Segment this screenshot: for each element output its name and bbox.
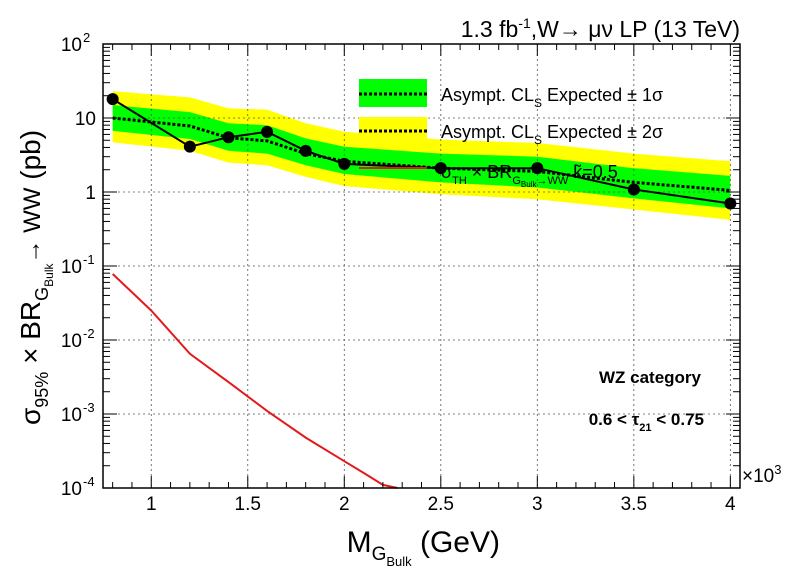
legend-2sigma-sub: S (534, 133, 542, 147)
y-label-sigma-sub: 95% (32, 372, 52, 408)
legend-theory-tail: k̃=0.5 (568, 162, 618, 182)
legend-theory-mid: × BR (467, 162, 513, 182)
x-tick-label: 1 (146, 494, 157, 515)
legend-theory-sub2: G (512, 175, 521, 187)
x-multiplier-base: ×10 (742, 466, 774, 487)
y-label-tail: → WW (19, 187, 46, 263)
observed-point (627, 183, 640, 196)
legend-2sigma-pre: Asympt. CL (441, 122, 534, 142)
category-annotation: WZ category (599, 368, 702, 387)
y-label-times-br: × BR (15, 301, 46, 372)
x-label-subsub: Bulk (386, 554, 412, 569)
x-tick-label: 1.5 (235, 494, 261, 515)
y-tick-label: 10 (61, 257, 82, 278)
y-tick-label: 10 (61, 405, 82, 426)
y-tick-label: 10 (61, 479, 82, 500)
y-label-sigma: σ (15, 408, 46, 425)
y-tick-exponent: -2 (83, 326, 95, 341)
y-label-br-subsub: Bulk (42, 263, 56, 287)
y-tick-exponent: -3 (83, 400, 95, 415)
x-tick-label: 3 (532, 494, 543, 515)
legend-entry-theory: σTH × BRGBulk→WW k̃=0.5 (441, 162, 618, 189)
observed-point (261, 125, 274, 138)
legend-1sigma-sub: S (534, 96, 542, 110)
observed-point (434, 162, 447, 175)
title-process: ,W→ μν LP (13 TeV) (531, 16, 740, 42)
legend-theory-sub1: TH (452, 175, 467, 187)
x-axis-label: MGBulk (GeV) (347, 526, 500, 569)
y-tick-label: 10 (61, 35, 82, 56)
legend-theory-subsub2: Bulk (521, 180, 538, 189)
x-tick-label: 2.5 (428, 494, 454, 515)
cut-post: < 0.75 (652, 410, 704, 429)
cut-sub: 21 (639, 422, 651, 434)
observed-limit-line (112, 98, 731, 205)
legend-entry-2sigma: Asympt. CLS Expected ± 2σ (441, 122, 663, 147)
x-tick-label: 4 (725, 494, 736, 515)
observed-point (724, 197, 737, 210)
legend-2sigma-post: Expected ± 2σ (542, 122, 663, 142)
y-axis-label: σ95% × BRGBulk→ WW (pb) (15, 130, 56, 425)
observed-point (183, 140, 196, 153)
observed-point (299, 144, 312, 157)
theory-line (112, 273, 398, 489)
legend: Asympt. CLS Expected ± 1σ Asympt. CLS Ex… (359, 79, 663, 189)
x-label-sub: G (372, 544, 387, 565)
y-label-unit: (pb) (15, 130, 46, 188)
observed-point (338, 157, 351, 170)
observed-point (531, 162, 544, 175)
y-tick-exponent: -1 (83, 252, 95, 267)
cut-annotation: 0.6 < τ21 < 0.75 (589, 410, 704, 434)
bands-layer (112, 91, 731, 220)
plot-frame (102, 43, 741, 489)
title-lumi-exponent: -1 (518, 15, 531, 31)
x-tick-label: 2 (339, 494, 350, 515)
x-label-unit: (GeV) (412, 526, 500, 559)
legend-entry-1sigma: Asympt. CLS Expected ± 1σ (441, 85, 663, 110)
legend-theory-sub3: →WW (536, 175, 568, 187)
legend-1sigma-post: Expected ± 1σ (542, 85, 663, 105)
observed-point (106, 93, 119, 106)
y-tick-label: 1 (85, 183, 96, 204)
x-multiplier-exponent: 3 (774, 462, 781, 477)
x-label-main: M (347, 526, 372, 559)
x-tick-label: 3.5 (621, 494, 647, 515)
observed-point (222, 131, 235, 144)
y-label-br-sub: G (32, 287, 52, 301)
legend-1sigma-pre: Asympt. CL (441, 85, 534, 105)
y-tick-label: 10 (75, 109, 96, 130)
y-tick-exponent: -4 (83, 474, 95, 489)
y-tick-exponent: 2 (83, 30, 90, 45)
y-tick-label: 10 (61, 331, 82, 352)
legend-theory-pre: σ (441, 162, 452, 182)
lines-layer (106, 93, 737, 489)
cut-pre: 0.6 < τ (589, 410, 640, 429)
x-axis-multiplier: ×103 (742, 462, 781, 487)
title-lumi: 1.3 fb (461, 16, 519, 42)
chart-title: 1.3 fb-1,W→ μν LP (13 TeV) (461, 15, 740, 42)
